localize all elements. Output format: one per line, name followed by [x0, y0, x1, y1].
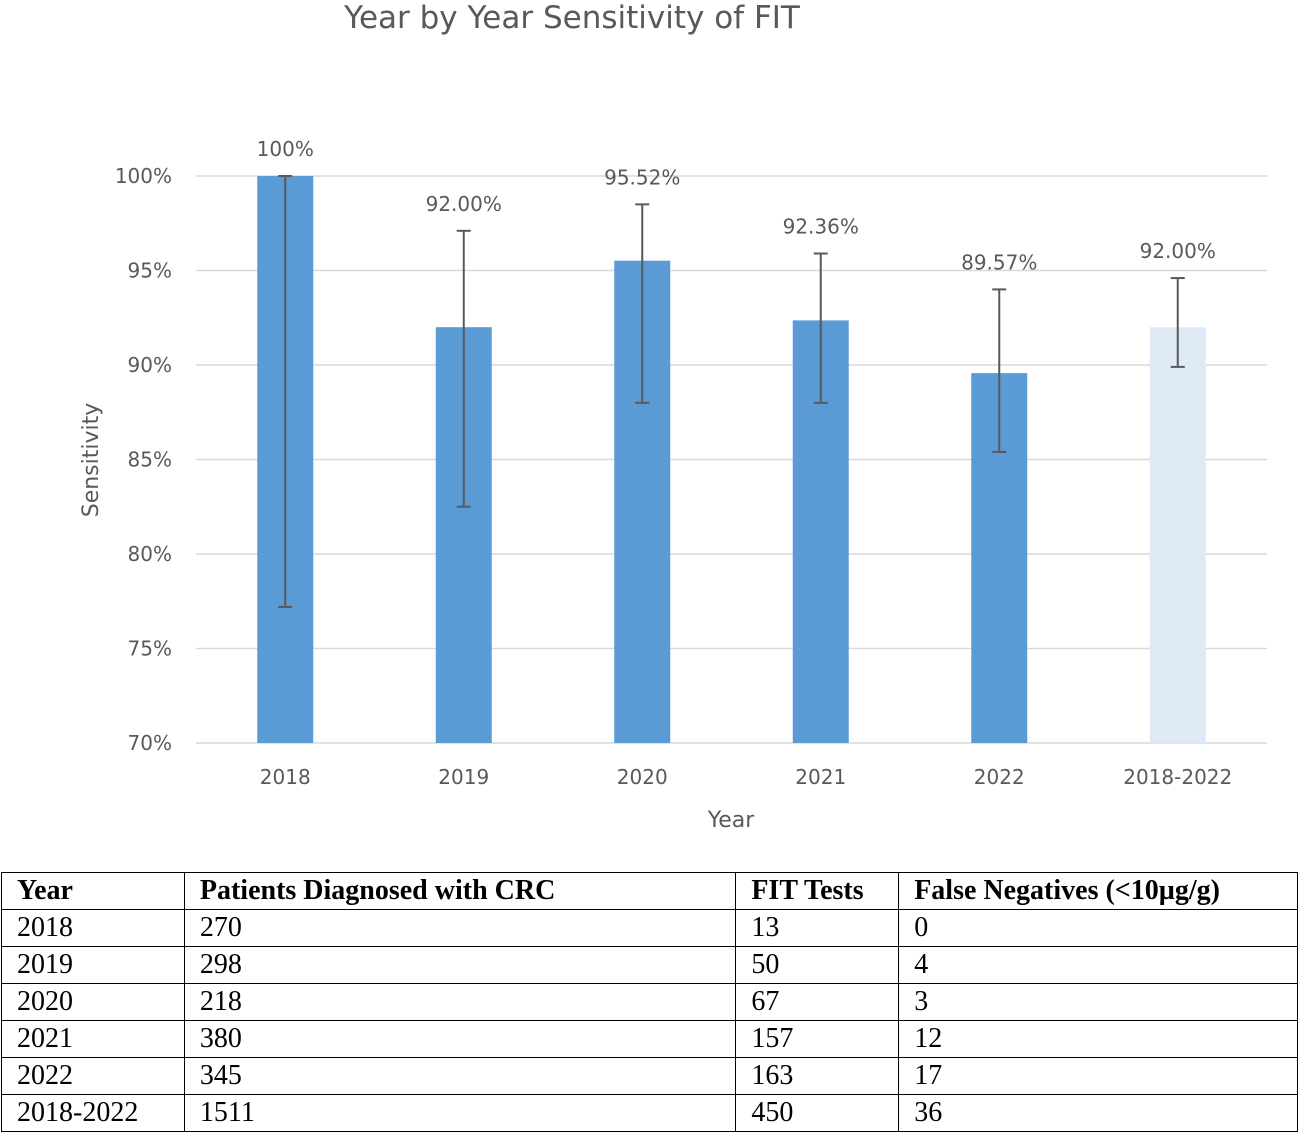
- sensitivity-bar-chart: Year by Year Sensitivity of FIT 70% 75% 80…: [79, 0, 1267, 833]
- table-cell: 380: [183, 1020, 737, 1058]
- data-label: 100%: [257, 137, 314, 161]
- x-tick-label: 2020: [617, 765, 668, 789]
- chart-title: Year by Year Sensitivity of FIT: [343, 0, 801, 36]
- table-cell: 2020: [1, 983, 185, 1021]
- header-fit-tests: FIT Tests: [735, 872, 900, 910]
- y-tick-label: 75%: [128, 637, 172, 661]
- table-cell: 163: [735, 1057, 900, 1095]
- header-patients: Patients Diagnosed with CRC: [183, 872, 737, 910]
- y-axis-label: Sensitivity: [79, 403, 104, 518]
- data-label: 95.52%: [604, 165, 680, 189]
- data-label: 92.00%: [1140, 239, 1216, 263]
- table-row: 2020 218 67 3: [1, 983, 1298, 1021]
- table-cell: 4: [898, 946, 1298, 984]
- header-year: Year: [1, 872, 185, 910]
- bar: [1149, 327, 1206, 743]
- table-row: 2022 345 163 17: [1, 1057, 1298, 1095]
- table-cell: 157: [735, 1020, 900, 1058]
- x-axis-ticks: 2018 2019 2020 2021 2022 2018-2022: [260, 765, 1232, 789]
- table-cell: 2018: [1, 909, 185, 947]
- error-bars: [278, 175, 1185, 608]
- y-axis-ticks: 70% 75% 80% 85% 90% 95% 100%: [115, 164, 172, 755]
- x-tick-label: 2018-2022: [1123, 765, 1232, 789]
- table-cell: 13: [735, 909, 900, 947]
- table-row: 2019 298 50 4: [1, 946, 1298, 984]
- table-body: 2018 270 13 0 2019 298 50 4 2020 218 67 3 2021 380 157…: [1, 909, 1298, 1132]
- data-labels: 100% 92.00% 95.52% 92.36% 89.57% 92.00%: [257, 137, 1216, 274]
- data-label: 89.57%: [961, 250, 1037, 274]
- error-bar: [813, 252, 828, 404]
- table-cell: 12: [898, 1020, 1298, 1058]
- data-label: 92.36%: [783, 214, 859, 238]
- table-cell: 36: [898, 1094, 1298, 1132]
- y-tick-label: 85%: [128, 448, 172, 472]
- crc-data-table: Year Patients Diagnosed with CRC FIT Tes…: [1, 872, 1298, 1132]
- table-cell: 3: [898, 983, 1298, 1021]
- x-tick-label: 2019: [438, 765, 489, 789]
- table-cell: 298: [183, 946, 737, 984]
- table-cell: 2022: [1, 1057, 185, 1095]
- table-cell: 2021: [1, 1020, 185, 1058]
- table-cell: 1511: [183, 1094, 737, 1132]
- table-cell: 0: [898, 909, 1298, 947]
- x-tick-label: 2022: [974, 765, 1025, 789]
- table-cell: 17: [898, 1057, 1298, 1095]
- error-bar: [1170, 277, 1185, 368]
- error-bar: [278, 175, 293, 608]
- y-tick-label: 100%: [115, 164, 172, 188]
- table-row: 2021 380 157 12: [1, 1020, 1298, 1058]
- error-bar: [992, 288, 1007, 453]
- x-tick-label: 2021: [795, 765, 846, 789]
- error-bar: [635, 203, 650, 404]
- x-tick-label: 2018: [260, 765, 311, 789]
- error-bar: [456, 229, 471, 508]
- table-cell: 345: [183, 1057, 737, 1095]
- y-tick-label: 90%: [128, 353, 172, 377]
- table-cell: 50: [735, 946, 900, 984]
- data-label: 92.00%: [426, 192, 502, 216]
- table-cell: 2018-2022: [1, 1094, 185, 1132]
- table-cell: 67: [735, 983, 900, 1021]
- y-tick-label: 80%: [128, 542, 172, 566]
- gridlines: [196, 175, 1267, 744]
- y-tick-label: 70%: [128, 731, 172, 755]
- table-header-row: Year Patients Diagnosed with CRC FIT Tes…: [1, 872, 1298, 910]
- table-cell: 218: [183, 983, 737, 1021]
- table-row: 2018 270 13 0: [1, 909, 1298, 947]
- table-cell: 270: [183, 909, 737, 947]
- table-row: 2018-2022 1511 450 36: [1, 1094, 1298, 1132]
- x-axis-label: Year: [707, 808, 756, 833]
- table-cell: 2019: [1, 946, 185, 984]
- y-tick-label: 95%: [128, 259, 172, 283]
- table-cell: 450: [735, 1094, 900, 1132]
- header-false-negatives: False Negatives (<10µg/g): [898, 872, 1298, 910]
